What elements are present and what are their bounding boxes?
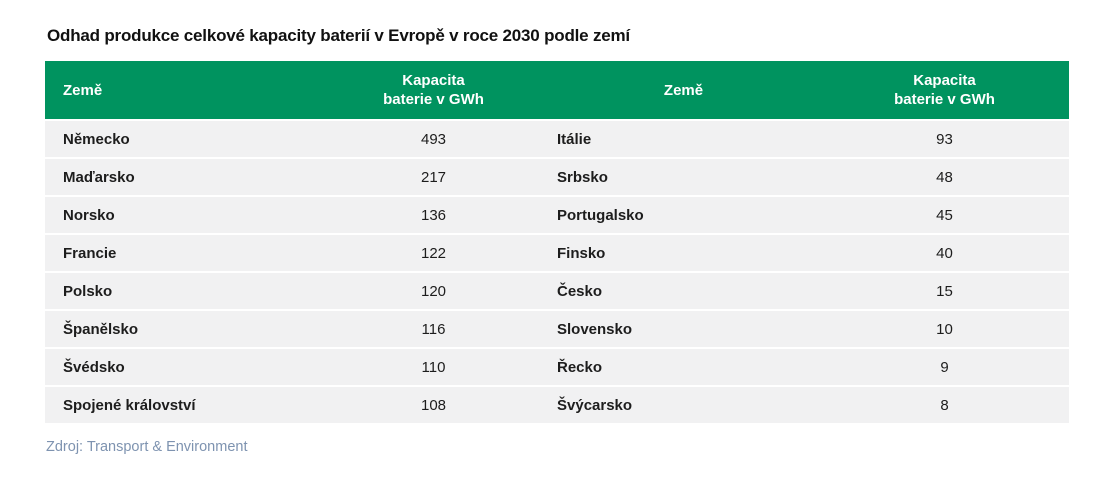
table-row: Španělsko 116 Slovensko 10	[45, 311, 1069, 347]
country-cell-right: Finsko	[547, 235, 820, 271]
capacity-cell-left: 493	[320, 121, 547, 157]
header-capacity-left: Kapacita baterie v GWh	[320, 61, 547, 119]
country-cell-left: Spojené království	[45, 387, 320, 423]
country-cell-right: Srbsko	[547, 159, 820, 195]
capacity-cell-left: 110	[320, 349, 547, 385]
country-cell-left: Polsko	[45, 273, 320, 309]
capacity-cell-left: 136	[320, 197, 547, 233]
country-cell-left: Německo	[45, 121, 320, 157]
capacity-cell-right: 40	[820, 235, 1069, 271]
table-row: Německo 493 Itálie 93	[45, 121, 1069, 157]
table-row: Francie 122 Finsko 40	[45, 235, 1069, 271]
country-cell-right: Slovensko	[547, 311, 820, 347]
capacity-cell-left: 116	[320, 311, 547, 347]
table-row: Maďarsko 217 Srbsko 48	[45, 159, 1069, 195]
capacity-cell-right: 10	[820, 311, 1069, 347]
table-header: Země Kapacita baterie v GWh Země Kapacit…	[45, 61, 1069, 119]
figure-title: Odhad produkce celkové kapacity baterií …	[47, 26, 630, 45]
header-capacity-right: Kapacita baterie v GWh	[820, 61, 1069, 119]
table-row: Spojené království 108 Švýcarsko 8	[45, 387, 1069, 423]
country-cell-right: Česko	[547, 273, 820, 309]
header-country-left: Země	[45, 61, 320, 119]
country-cell-left: Francie	[45, 235, 320, 271]
capacity-cell-left: 217	[320, 159, 547, 195]
battery-capacity-table: Země Kapacita baterie v GWh Země Kapacit…	[45, 59, 1069, 425]
country-cell-right: Řecko	[547, 349, 820, 385]
table-row: Švédsko 110 Řecko 9	[45, 349, 1069, 385]
country-cell-right: Švýcarsko	[547, 387, 820, 423]
capacity-cell-left: 108	[320, 387, 547, 423]
capacity-cell-right: 8	[820, 387, 1069, 423]
battery-capacity-figure: Odhad produkce celkové kapacity baterií …	[45, 0, 1069, 455]
table-row: Polsko 120 Česko 15	[45, 273, 1069, 309]
source-caption: Zdroj: Transport & Environment	[46, 439, 248, 455]
table-body: Německo 493 Itálie 93 Maďarsko 217 Srbsko 48 Nor…	[45, 121, 1069, 423]
country-cell-right: Portugalsko	[547, 197, 820, 233]
capacity-cell-left: 122	[320, 235, 547, 271]
country-cell-left: Maďarsko	[45, 159, 320, 195]
capacity-cell-right: 45	[820, 197, 1069, 233]
capacity-cell-right: 48	[820, 159, 1069, 195]
header-country-right: Země	[547, 61, 820, 119]
capacity-cell-left: 120	[320, 273, 547, 309]
header-row: Země Kapacita baterie v GWh Země Kapacit…	[45, 61, 1069, 119]
table-row: Norsko 136 Portugalsko 45	[45, 197, 1069, 233]
country-cell-left: Švédsko	[45, 349, 320, 385]
capacity-cell-right: 15	[820, 273, 1069, 309]
country-cell-left: Španělsko	[45, 311, 320, 347]
country-cell-left: Norsko	[45, 197, 320, 233]
capacity-cell-right: 93	[820, 121, 1069, 157]
capacity-cell-right: 9	[820, 349, 1069, 385]
country-cell-right: Itálie	[547, 121, 820, 157]
